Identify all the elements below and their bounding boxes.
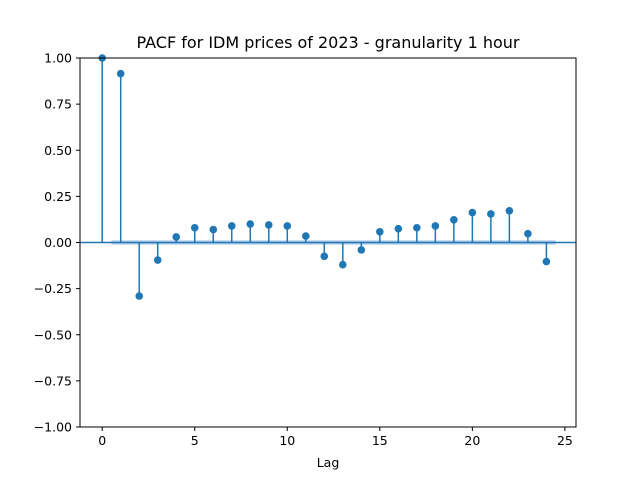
marker-lag-24 <box>542 257 551 266</box>
marker-lag-13 <box>339 260 347 269</box>
marker-lag-10 <box>283 222 292 230</box>
y-tick-label-4: 0.00 <box>44 235 72 250</box>
x-tick-label-5: 5 <box>191 433 199 448</box>
marker-lag-20 <box>468 208 477 217</box>
marker-lag-3 <box>153 256 162 264</box>
x-tick-label-10: 10 <box>279 433 295 448</box>
y-tick-label-1: −0.75 <box>34 373 72 388</box>
marker-lag-5 <box>190 223 199 232</box>
stems-layer <box>98 54 551 300</box>
marker-lag-4 <box>172 233 181 241</box>
marker-lag-23 <box>524 229 532 238</box>
marker-lag-9 <box>264 221 273 229</box>
marker-lag-1 <box>116 69 125 78</box>
marker-lag-16 <box>394 224 403 233</box>
marker-lag-21 <box>487 210 495 218</box>
marker-lag-18 <box>431 222 440 230</box>
x-axis-label: Lag <box>317 455 340 470</box>
y-tick-label-2: −0.50 <box>34 327 72 342</box>
x-tick-label-15: 15 <box>372 433 388 448</box>
y-tick-label-6: 0.50 <box>44 143 72 158</box>
marker-lag-15 <box>376 227 384 236</box>
y-tick-label-7: 0.75 <box>44 97 72 112</box>
chart-title: PACF for IDM prices of 2023 - granularit… <box>136 33 519 52</box>
y-tick-label-8: 1.00 <box>44 51 72 66</box>
marker-lag-17 <box>413 223 421 232</box>
marker-lag-7 <box>227 222 236 230</box>
marker-lag-19 <box>450 216 458 224</box>
marker-lag-8 <box>246 220 255 228</box>
marker-lag-12 <box>320 252 329 261</box>
marker-lag-2 <box>135 292 144 300</box>
marker-lag-14 <box>357 246 366 254</box>
y-tick-label-3: −0.25 <box>34 281 72 296</box>
x-tick-label-20: 20 <box>464 433 480 448</box>
x-tick-label-0: 0 <box>98 433 106 448</box>
x-tick-label-25: 25 <box>557 433 573 448</box>
y-tick-label-5: 0.25 <box>44 189 72 204</box>
marker-lag-11 <box>301 232 310 240</box>
x-axis: 0 5 10 15 20 25 <box>98 427 573 448</box>
marker-lag-22 <box>505 206 514 215</box>
y-axis: −1.00 −0.75 −0.50 −0.25 0.00 0.25 0.50 0.75 1.00 <box>34 51 80 435</box>
y-tick-label-0: −1.00 <box>34 420 72 435</box>
marker-lag-6 <box>209 225 218 234</box>
